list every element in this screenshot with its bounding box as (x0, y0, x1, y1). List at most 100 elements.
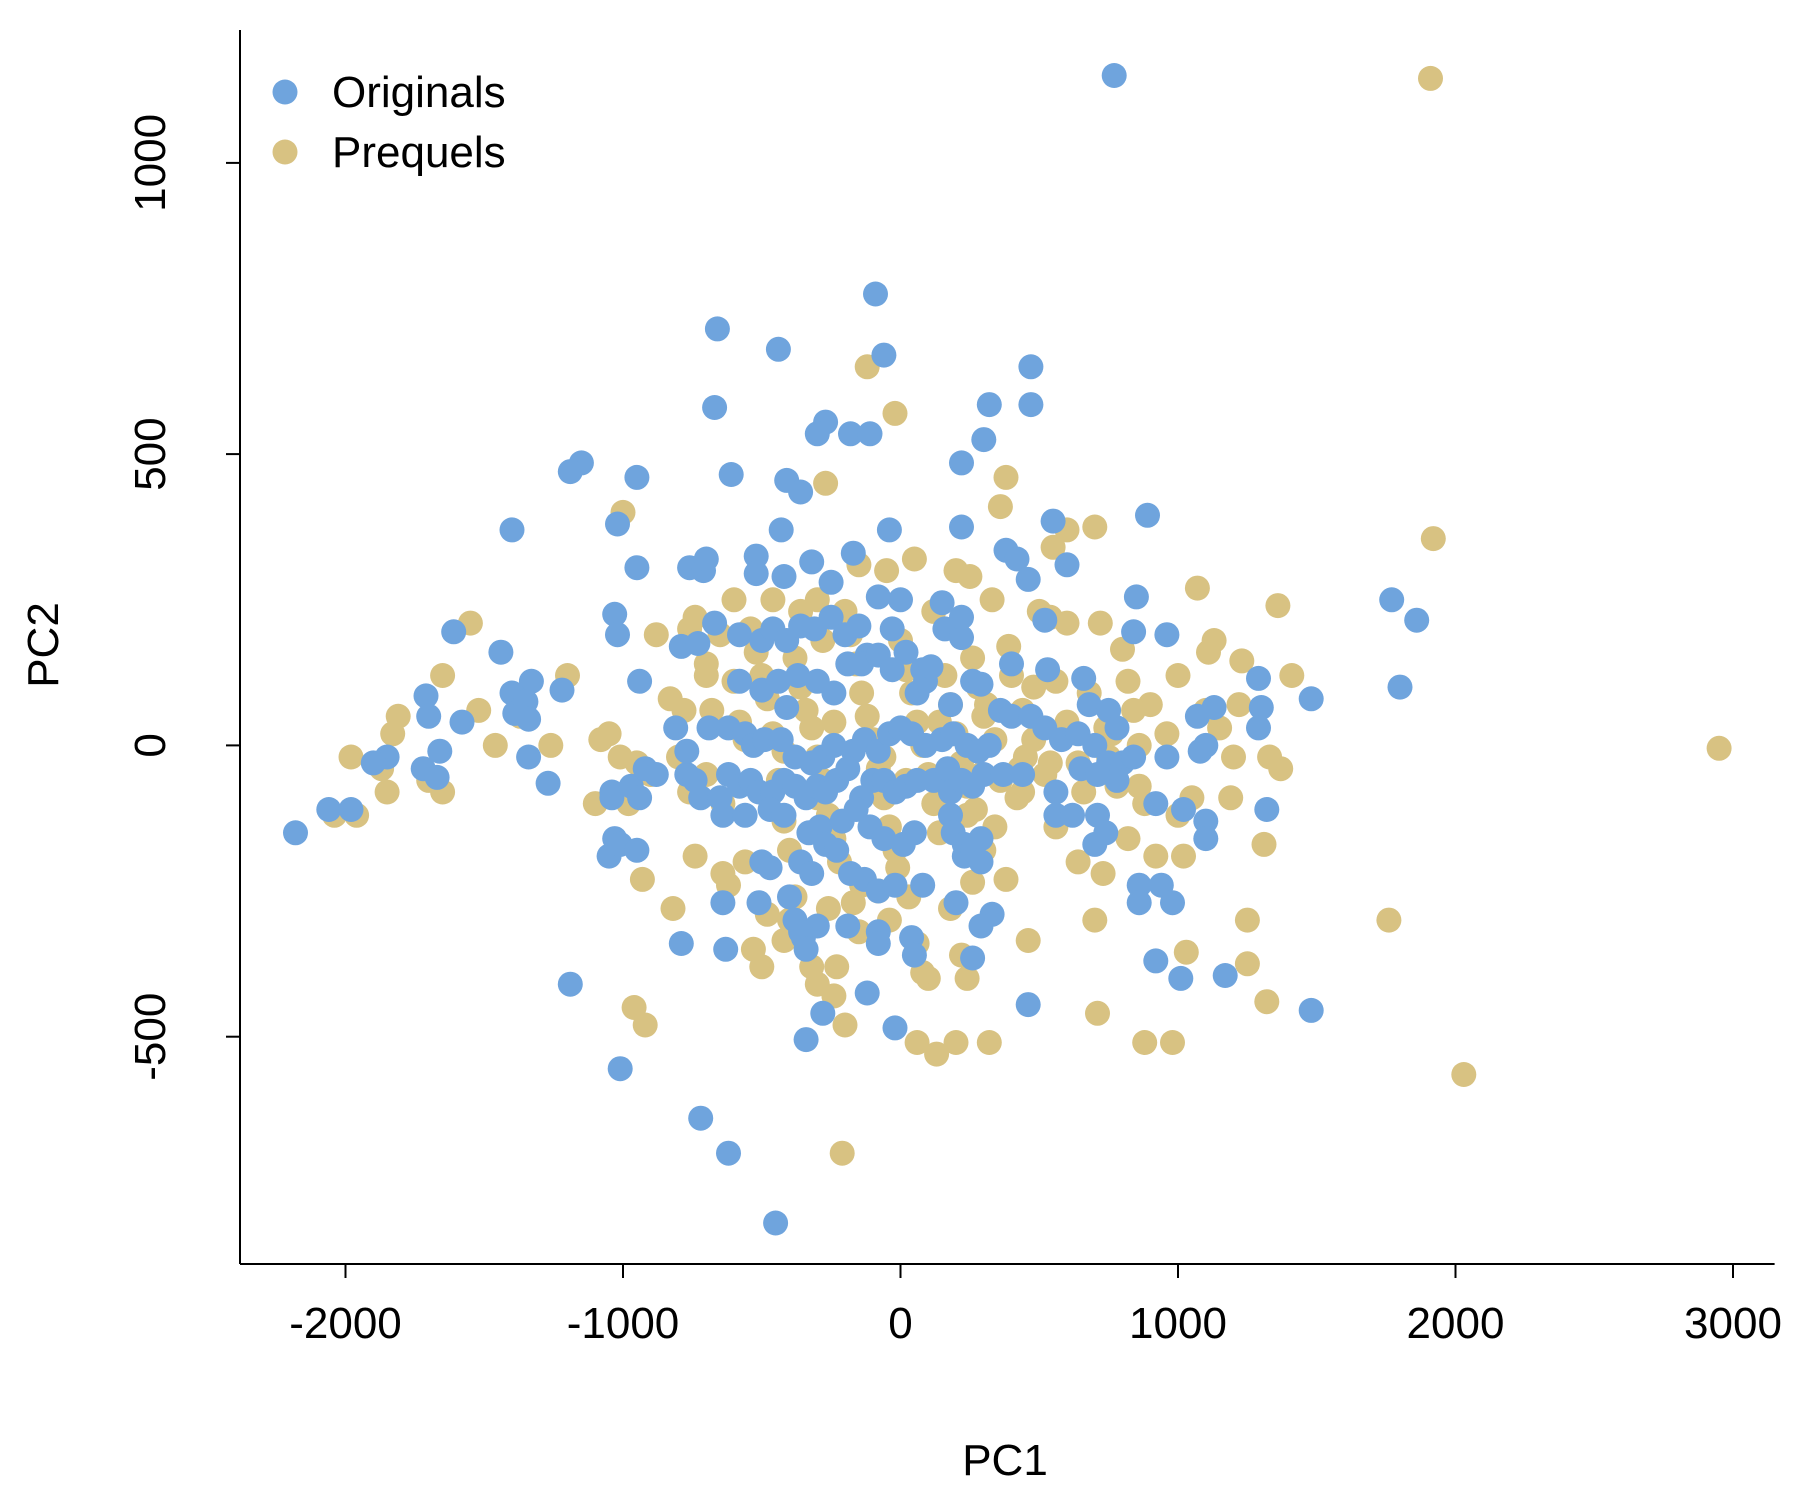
data-point (799, 549, 825, 575)
data-point (674, 738, 700, 764)
axes-layer (239, 30, 1775, 1265)
data-point (624, 837, 650, 863)
data-point (882, 872, 908, 898)
data-point (976, 1030, 1002, 1055)
data-point (1173, 939, 1199, 965)
data-point (1085, 762, 1110, 787)
data-point (882, 1015, 908, 1041)
data-point (968, 913, 994, 939)
x-tick-label: 2000 (1407, 1299, 1505, 1348)
data-point (832, 1012, 858, 1038)
data-point (949, 450, 974, 476)
data-point (1254, 797, 1280, 822)
data-point (1387, 674, 1413, 700)
data-point (854, 703, 880, 729)
data-point (960, 945, 986, 971)
data-point (1132, 1030, 1158, 1055)
data-point (607, 1056, 633, 1082)
data-point (954, 965, 980, 991)
data-point (993, 464, 1019, 490)
data-point (1193, 732, 1219, 758)
data-point (1171, 843, 1196, 869)
data-point (804, 421, 830, 447)
data-point (1143, 948, 1169, 974)
data-point (1135, 502, 1160, 528)
data-point (702, 610, 728, 636)
x-tick-label: 0 (888, 1299, 912, 1348)
data-point (1154, 744, 1180, 770)
data-point (1257, 744, 1283, 770)
x-tick-label: -2000 (289, 1299, 402, 1348)
data-point (1196, 639, 1221, 665)
data-point (901, 820, 927, 846)
data-point (788, 479, 814, 505)
data-point (624, 464, 650, 490)
data-point (1021, 674, 1047, 700)
data-point (763, 1210, 789, 1236)
data-point (943, 890, 969, 916)
data-point (968, 671, 994, 697)
data-point (949, 514, 974, 540)
data-point (1121, 744, 1147, 770)
data-point (857, 421, 883, 447)
legend-label-prequels: Prequels (332, 128, 506, 177)
data-point (879, 616, 905, 642)
data-point (821, 732, 847, 758)
data-point (727, 622, 752, 648)
data-point (874, 558, 900, 584)
data-point (1226, 692, 1252, 718)
legend-marker-originals (272, 79, 298, 105)
data-point (1143, 791, 1169, 817)
data-point (854, 980, 880, 1006)
data-point (871, 342, 897, 368)
data-point (821, 680, 847, 706)
data-point (840, 540, 866, 566)
data-point (901, 942, 927, 968)
y-ticks: -500 0 500 1000 (126, 114, 240, 1081)
data-point (824, 837, 850, 863)
data-point (1101, 63, 1127, 88)
data-point (824, 954, 850, 980)
data-point (1010, 762, 1036, 787)
data-point (813, 470, 839, 496)
data-point (713, 936, 739, 962)
data-point (283, 820, 308, 846)
data-point (1420, 526, 1446, 552)
data-point (688, 785, 714, 811)
data-point (1104, 767, 1130, 793)
data-point (1218, 785, 1244, 811)
data-point (1082, 732, 1108, 758)
data-point (1126, 890, 1152, 916)
data-point (1071, 665, 1097, 691)
data-point (516, 706, 542, 732)
data-point (1082, 907, 1108, 933)
data-point (1171, 797, 1196, 822)
data-point (818, 604, 844, 630)
series-originals (283, 63, 1430, 1236)
data-point (1126, 872, 1152, 898)
data-point (810, 1000, 836, 1026)
data-point (918, 654, 944, 680)
data-point (1004, 546, 1030, 572)
data-point (835, 913, 861, 939)
data-point (1018, 392, 1044, 418)
data-point (668, 931, 694, 956)
data-point (441, 619, 467, 645)
data-point (957, 564, 983, 589)
data-point (518, 668, 544, 694)
data-point (1121, 697, 1147, 723)
data-point (682, 843, 708, 869)
data-point (904, 1030, 930, 1055)
data-point (743, 543, 769, 569)
data-point (1246, 665, 1271, 691)
data-point (1037, 750, 1063, 776)
x-axis-title: PC1 (962, 1436, 1048, 1485)
data-point (710, 890, 736, 916)
data-point (1040, 508, 1066, 534)
data-point (910, 872, 936, 898)
data-point (1376, 907, 1402, 933)
data-point (768, 517, 794, 543)
data-point (1451, 1062, 1477, 1087)
y-tick-label: -500 (126, 993, 175, 1081)
data-point (1018, 354, 1044, 380)
